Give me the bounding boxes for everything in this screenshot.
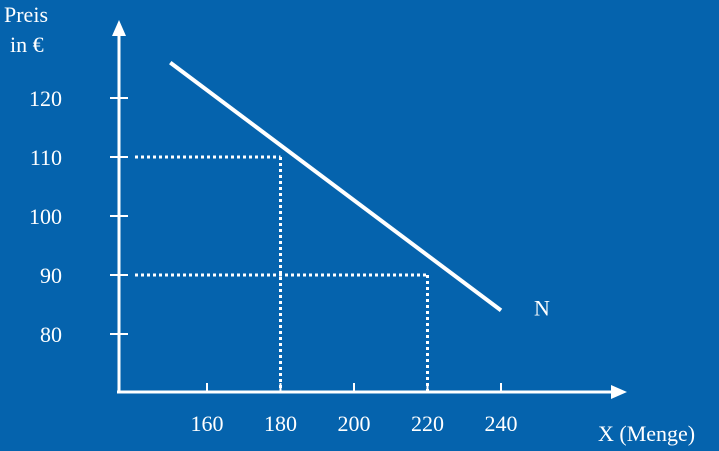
- x-tick-label-220: 220: [411, 411, 444, 436]
- series-line-N: [169, 60, 503, 313]
- y-tick-label-100: 100: [29, 204, 62, 229]
- y-axis-arrow: [112, 20, 126, 36]
- y-axis-title-line-2: in €: [10, 32, 44, 57]
- y-tick-label-90: 90: [40, 263, 62, 288]
- y-axis-title-line-1: Preis: [4, 2, 48, 27]
- y-tick-label-80: 80: [40, 322, 62, 347]
- x-tick-label-160: 160: [191, 411, 224, 436]
- y-tick-label-110: 110: [30, 145, 62, 170]
- x-tick-label-180: 180: [264, 411, 297, 436]
- x-tick-label-240: 240: [485, 411, 518, 436]
- x-tick-label-200: 200: [338, 411, 371, 436]
- y-tick-label-120: 120: [29, 86, 62, 111]
- chart-marks: 160 180 200 220 240 80 90 100 110 120 N: [29, 60, 550, 436]
- series-label-N: N: [534, 295, 550, 320]
- x-axis-arrow: [611, 385, 627, 399]
- x-axis-title: X (Menge): [598, 421, 695, 446]
